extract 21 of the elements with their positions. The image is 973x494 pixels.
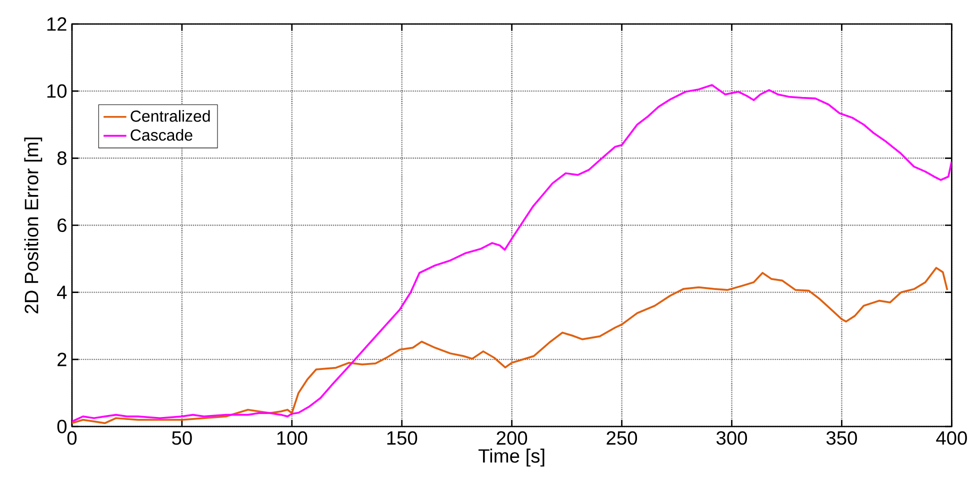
x-tick-label: 150 — [387, 430, 418, 445]
y-axis-title: 2D Position Error [m] — [24, 137, 42, 314]
y-tick-label: 4 — [57, 285, 67, 299]
x-tick-label: 300 — [716, 430, 748, 445]
line-series — [72, 84, 952, 422]
x-axis-title: Time [s] — [478, 448, 544, 466]
y-tick-label: 6 — [58, 218, 66, 232]
y-tick-label: 0 — [57, 419, 67, 434]
x-tick-label: 400 — [936, 430, 967, 445]
x-tick-label: 0 — [67, 430, 77, 445]
y-tick-label: 2 — [58, 352, 66, 366]
x-tick-label: 50 — [172, 430, 192, 445]
x-tick-label: 100 — [277, 430, 308, 445]
legend-label: Cascade — [130, 128, 192, 141]
x-tick-label: 250 — [606, 430, 638, 445]
legend-label: Centralized — [130, 110, 210, 122]
y-tick-label: 12 — [47, 17, 66, 30]
y-tick-label: 8 — [57, 151, 66, 165]
y-tick-label: 10 — [47, 84, 67, 98]
x-tick-label: 350 — [826, 430, 857, 445]
x-tick-label: 200 — [496, 430, 528, 445]
